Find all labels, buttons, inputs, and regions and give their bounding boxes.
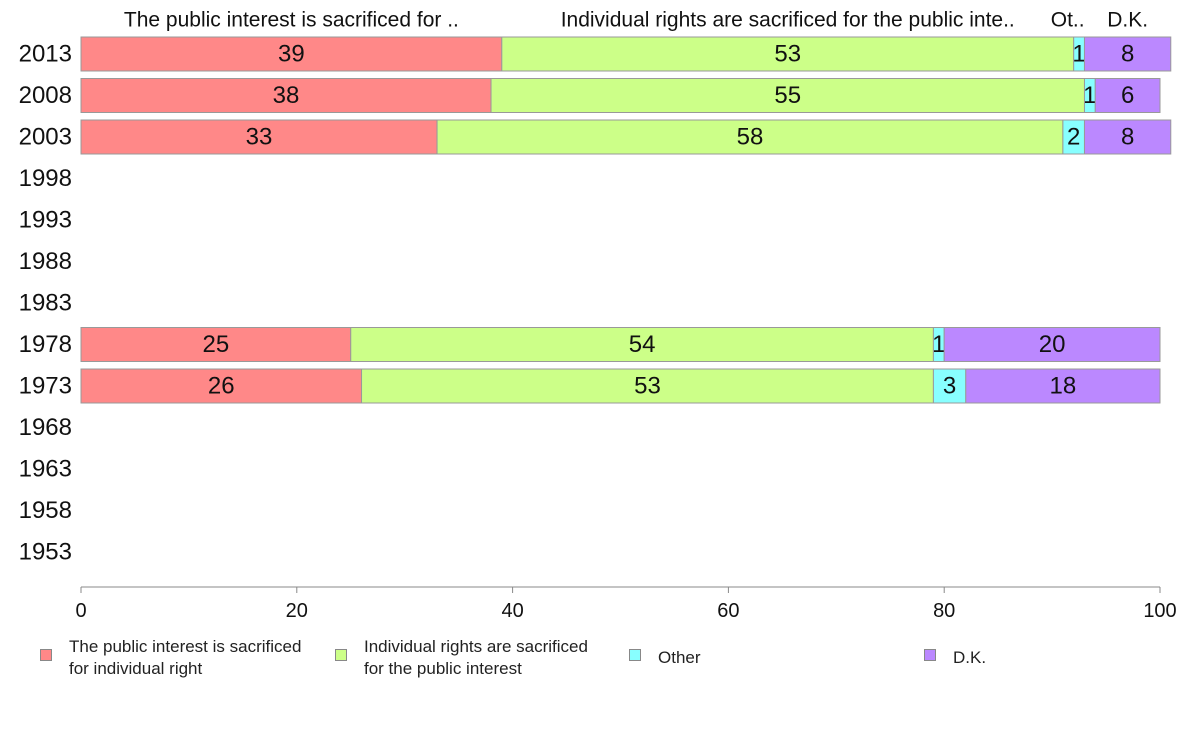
legend-item-dk: D.K. <box>924 636 986 669</box>
data-label-1973-series-2: 3 <box>943 373 956 400</box>
data-label-2003-series-2: 2 <box>1067 124 1080 151</box>
data-label-2003-series-3: 8 <box>1121 124 1134 151</box>
data-label-1978-series-1: 54 <box>629 331 656 358</box>
legend-swatch-public-interest <box>40 649 52 661</box>
category-label-1953: 1953 <box>19 539 72 566</box>
data-label-2008-series-2: 1 <box>1083 82 1096 109</box>
legend-item-public-interest: The public interest is sacrificed for in… <box>40 636 301 680</box>
bar-1973-series-3 <box>965 368 1161 404</box>
x-tick-label-0: 0 <box>75 600 86 622</box>
data-label-2013-series-2: 1 <box>1072 41 1085 68</box>
data-label-1978-series-3: 20 <box>1039 331 1066 358</box>
series-header-1: Individual rights are sacrificed for the… <box>561 9 1015 32</box>
data-label-2008-series-1: 55 <box>774 82 801 109</box>
category-label-2003: 2003 <box>19 124 72 151</box>
bar-1973-series-1 <box>361 368 934 404</box>
bar-2008-series-3 <box>1094 78 1161 113</box>
data-label-2008-series-3: 6 <box>1121 82 1134 109</box>
x-tick-label-20: 20 <box>286 600 308 622</box>
bar-2013-series-0 <box>80 36 503 72</box>
data-label-1973-series-1: 53 <box>634 373 661 400</box>
bar-1973-series-2 <box>932 368 967 404</box>
data-label-2013-series-0: 39 <box>278 41 305 68</box>
legend-item-other: Other <box>629 636 701 669</box>
category-label-1963: 1963 <box>19 456 72 483</box>
data-label-2003-series-0: 33 <box>246 124 273 151</box>
data-label-1973-series-3: 18 <box>1050 373 1077 400</box>
x-tick-label-100: 100 <box>1143 600 1176 622</box>
series-header-2: Ot.. <box>1051 9 1085 32</box>
data-label-2003-series-1: 58 <box>737 124 764 151</box>
x-tick-label-80: 80 <box>933 600 955 622</box>
legend-label-other: Other <box>658 648 701 667</box>
bar-2003-series-0 <box>80 119 438 155</box>
bar-2003-series-1 <box>436 119 1064 155</box>
data-label-2008-series-0: 38 <box>273 82 300 109</box>
legend-label-dk: D.K. <box>953 648 987 667</box>
series-header-3: D.K. <box>1107 9 1148 32</box>
data-label-1978-series-0: 25 <box>203 331 230 358</box>
legend-swatch-other <box>629 649 641 661</box>
legend-label-individual-rights: Individual rights are sacrificed for the… <box>364 637 588 678</box>
bar-2013-series-1 <box>501 36 1075 72</box>
stacked-bar-chart: 2013200820031998199319881983197819731968… <box>19 9 1177 623</box>
x-tick-label-40: 40 <box>501 600 523 622</box>
bar-2013-series-3 <box>1083 36 1172 72</box>
data-label-2013-series-3: 8 <box>1121 41 1134 68</box>
bar-1978-series-0 <box>80 327 352 362</box>
data-label-2013-series-1: 53 <box>774 41 801 68</box>
legend-swatch-dk <box>924 649 936 661</box>
category-label-1998: 1998 <box>19 165 72 192</box>
category-label-1973: 1973 <box>19 373 72 400</box>
category-label-1968: 1968 <box>19 414 72 441</box>
data-label-1978-series-2: 1 <box>932 331 945 358</box>
category-label-2013: 2013 <box>19 41 72 68</box>
category-label-1993: 1993 <box>19 207 72 234</box>
legend-item-individual-rights: Individual rights are sacrificed for the… <box>335 636 588 680</box>
bar-2003-series-3 <box>1083 119 1172 155</box>
data-label-1973-series-0: 26 <box>208 373 235 400</box>
bar-1973-series-0 <box>80 368 363 404</box>
x-tick-label-60: 60 <box>717 600 739 622</box>
bar-1978-series-1 <box>350 327 934 362</box>
category-label-1988: 1988 <box>19 248 72 275</box>
category-label-1958: 1958 <box>19 497 72 524</box>
series-header-0: The public interest is sacrificed for .. <box>124 9 459 32</box>
legend-swatch-individual-rights <box>335 649 347 661</box>
category-label-1978: 1978 <box>19 331 72 358</box>
chart-legend: The public interest is sacrificed for in… <box>0 636 1188 686</box>
category-label-1983: 1983 <box>19 290 72 317</box>
bar-1978-series-3 <box>943 327 1161 362</box>
bar-2008-series-1 <box>490 78 1085 113</box>
category-label-2008: 2008 <box>19 82 72 109</box>
legend-label-public-interest: The public interest is sacrificed for in… <box>69 637 302 678</box>
